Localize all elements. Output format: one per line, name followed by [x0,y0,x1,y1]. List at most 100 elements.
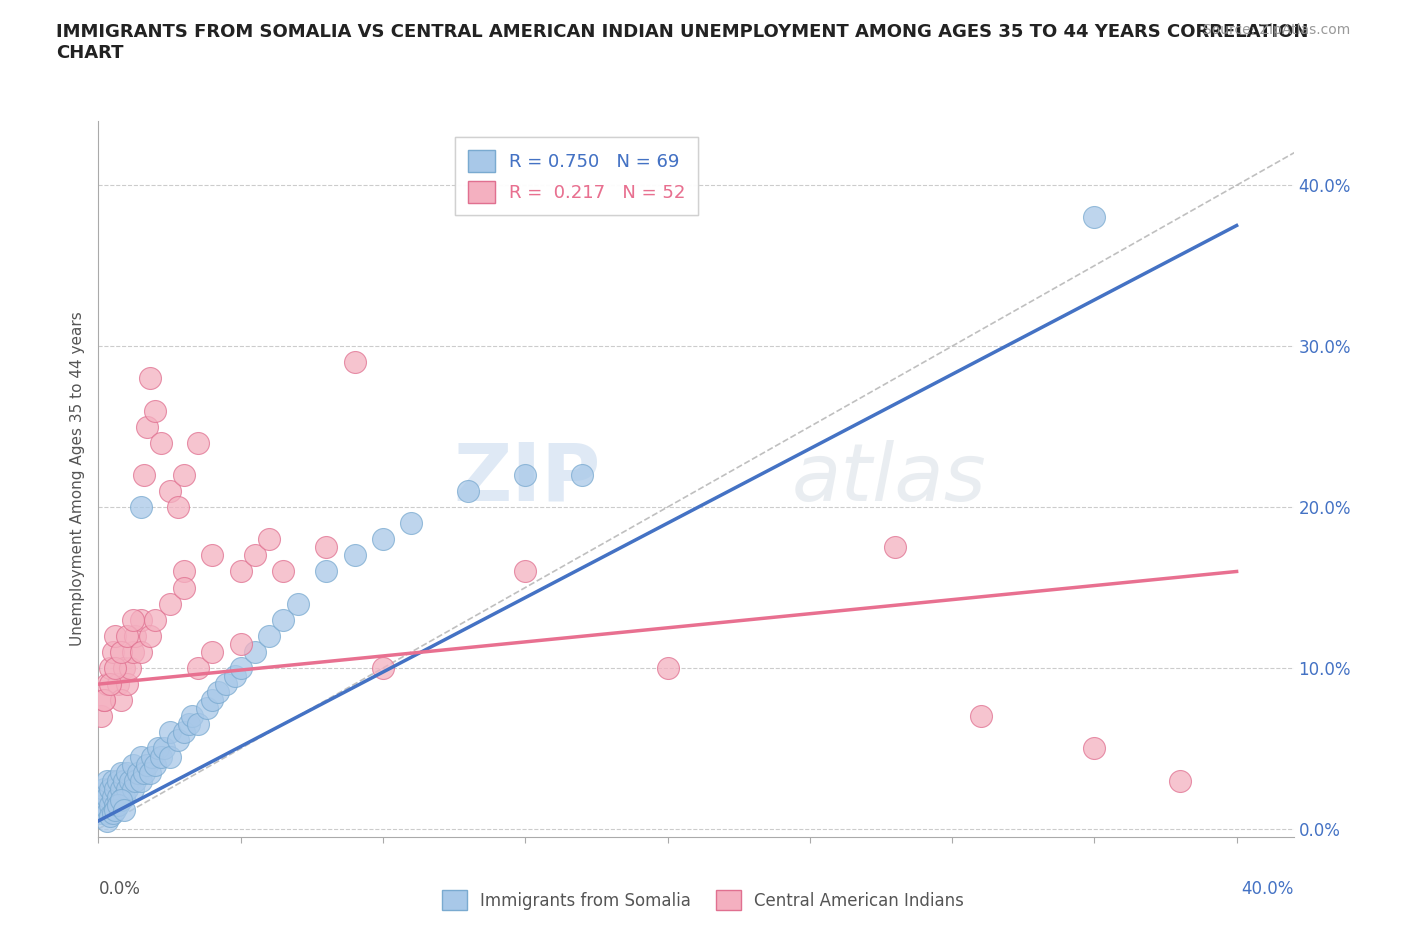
Point [121,781,143,796]
Point [135,757,157,772]
Point [141,749,163,764]
Point [104,797,127,812]
Text: 40.0%: 40.0% [1241,880,1294,898]
Point [98,797,121,812]
Point [112,803,135,817]
Point [96,814,118,829]
Point [101,790,124,804]
Point [181,709,204,724]
Point [224,669,246,684]
Point [115,781,138,796]
Point [90,709,112,724]
Point [90,790,112,804]
Point [159,749,181,764]
Point [143,757,166,772]
Point [201,644,224,659]
Point [118,660,141,675]
Point [90,805,112,820]
Point [96,805,118,820]
Point [207,684,229,699]
Point [229,636,252,651]
Point [104,803,127,817]
Point [112,660,135,675]
Point [571,468,593,483]
Point [104,781,127,796]
Point [173,580,195,595]
Point [107,797,129,812]
Point [187,435,209,450]
Point [315,564,337,578]
Point [112,773,135,788]
Point [187,717,209,732]
Point [129,644,152,659]
Point [257,532,280,547]
Point [287,596,309,611]
Point [257,629,280,644]
Point [104,660,127,675]
Point [135,419,157,434]
Point [243,548,266,563]
Point [343,548,366,563]
Point [159,725,181,740]
Point [121,757,143,772]
Point [273,564,295,578]
Text: Source: ZipAtlas.com: Source: ZipAtlas.com [1202,23,1350,37]
Point [167,499,190,514]
Point [138,629,160,644]
Point [138,765,160,780]
Point [93,781,115,796]
Point [173,564,195,578]
Legend: Immigrants from Somalia, Central American Indians: Immigrants from Somalia, Central America… [434,884,972,917]
Point [98,660,121,675]
Point [150,435,173,450]
Point [115,677,138,692]
Point [132,765,155,780]
Point [98,781,121,796]
Point [215,677,238,692]
Point [515,564,537,578]
Point [187,660,209,675]
Point [132,468,155,483]
Point [93,797,115,812]
Point [96,773,118,788]
Point [143,403,166,418]
Point [138,371,160,386]
Point [159,484,181,498]
Point [1083,741,1105,756]
Point [101,773,124,788]
Point [884,540,907,555]
Point [98,809,121,824]
Point [173,725,195,740]
Point [229,660,252,675]
Point [179,717,201,732]
Point [657,660,679,675]
Point [104,629,127,644]
Legend: R = 0.750   N = 69, R =  0.217   N = 52: R = 0.750 N = 69, R = 0.217 N = 52 [456,137,697,216]
Point [969,709,991,724]
Point [371,660,394,675]
Point [195,701,218,716]
Point [121,612,143,627]
Y-axis label: Unemployment Among Ages 35 to 44 years: Unemployment Among Ages 35 to 44 years [69,312,84,646]
Point [93,693,115,708]
Point [315,540,337,555]
Point [1168,773,1191,788]
Point [343,355,366,370]
Point [1083,210,1105,225]
Point [371,532,394,547]
Text: 0.0%: 0.0% [98,880,141,898]
Point [107,677,129,692]
Point [150,749,173,764]
Point [110,693,132,708]
Point [129,499,152,514]
Point [129,749,152,764]
Text: atlas: atlas [792,440,987,518]
Point [101,644,124,659]
Point [101,805,124,820]
Point [110,644,132,659]
Point [112,790,135,804]
Point [515,468,537,483]
Point [96,790,118,804]
Point [110,792,132,807]
Point [229,564,252,578]
